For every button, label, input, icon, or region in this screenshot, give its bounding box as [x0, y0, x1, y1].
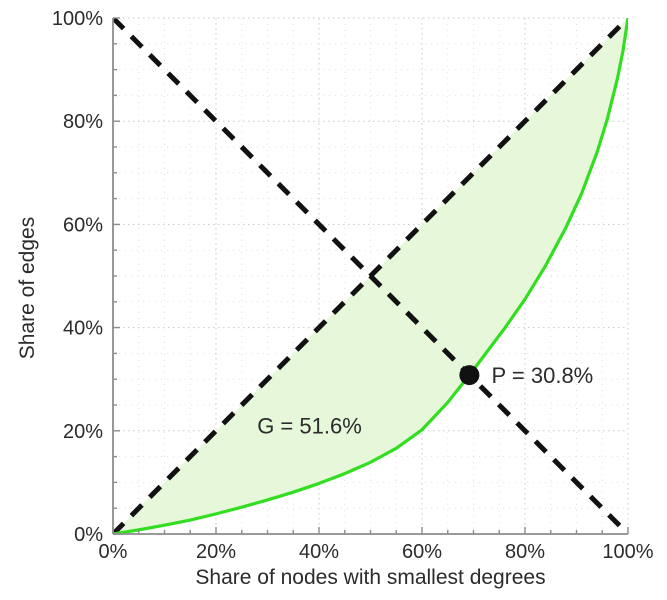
x-tick-label: 80%	[505, 541, 545, 563]
palma-annotation: P = 30.8%	[492, 363, 594, 388]
x-tick-label: 40%	[299, 541, 339, 563]
x-tick-label: 60%	[402, 541, 442, 563]
y-axis-ticks: 0% 20% 40% 60% 80% 100%	[52, 8, 120, 546]
x-axis-ticks: 0% 20% 40% 60% 80% 100%	[99, 527, 654, 563]
y-tick-label: 0%	[74, 524, 103, 546]
x-tick-label: 100%	[602, 541, 653, 563]
y-axis-label: Share of edges	[16, 216, 39, 360]
x-axis-label: Share of nodes with smallest degrees	[195, 566, 546, 589]
x-tick-label: 20%	[196, 541, 236, 563]
anti-diagonal-line	[113, 18, 628, 534]
y-tick-label: 40%	[63, 318, 103, 340]
gini-annotation: G = 51.6%	[257, 413, 362, 438]
y-tick-label: 80%	[63, 111, 103, 133]
y-tick-label: 60%	[63, 214, 103, 236]
y-tick-label: 100%	[52, 8, 103, 30]
y-tick-label: 20%	[63, 421, 103, 443]
x-tick-label: 0%	[99, 541, 128, 563]
palma-point-marker	[459, 365, 480, 386]
lorenz-curve	[113, 18, 628, 534]
